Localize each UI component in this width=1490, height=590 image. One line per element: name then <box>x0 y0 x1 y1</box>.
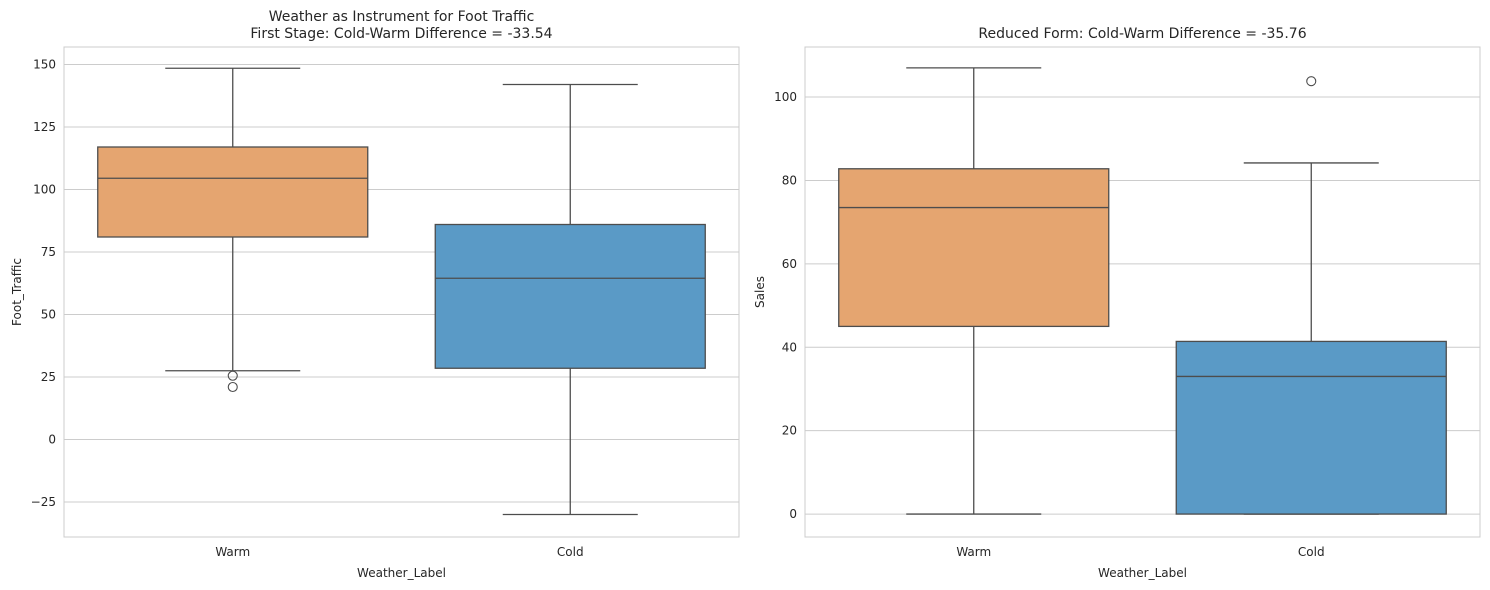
y-tick-label: 20 <box>782 424 797 438</box>
y-tick-label: 100 <box>33 183 56 197</box>
box-cold <box>1175 340 1447 515</box>
y-tick-label: 60 <box>782 257 797 271</box>
y-tick-label: 50 <box>41 308 56 322</box>
chart-foot-traffic: −25 0 25 50 75 100 125 150 Warm Cold Weather as In… <box>10 9 740 580</box>
y-tick-label: 40 <box>782 340 797 354</box>
box-cold <box>434 223 706 369</box>
chart-title: First Stage: Cold-Warm Difference = -33.… <box>250 26 552 42</box>
y-tick-label: 125 <box>33 120 56 134</box>
y-tick-label: −25 <box>31 495 56 509</box>
y-tick-label: 100 <box>774 90 797 104</box>
outlier-point <box>227 370 238 381</box>
y-tick-label: 0 <box>48 433 56 447</box>
y-axis-label: Foot_Traffic <box>10 258 24 326</box>
y-tick-label: 75 <box>41 245 56 259</box>
outlier-point <box>227 381 238 393</box>
chart-title: Weather as Instrument for Foot Traffic <box>269 9 535 25</box>
x-axis-label: Weather_Label <box>1098 566 1187 580</box>
y-tick-label: 80 <box>782 173 797 187</box>
box-warm <box>838 168 1110 328</box>
chart-sales: 0 20 40 60 80 100 Warm Cold Reduced Form: Cold-W… <box>753 26 1481 580</box>
plot-frame <box>804 46 1481 538</box>
outlier-point <box>1306 76 1317 87</box>
x-tick-label: Warm <box>956 545 991 559</box>
y-tick-label: 25 <box>41 370 56 384</box>
box-warm <box>97 146 369 238</box>
x-tick-label: Cold <box>1298 545 1325 559</box>
y-tick-label: 150 <box>33 58 56 72</box>
plot-frame <box>63 46 740 538</box>
x-tick-label: Warm <box>215 545 250 559</box>
y-tick-label: 0 <box>789 507 797 521</box>
y-axis-label: Sales <box>753 276 767 308</box>
chart-title: Reduced Form: Cold-Warm Difference = -35… <box>978 26 1306 42</box>
x-axis-label: Weather_Label <box>357 566 446 580</box>
x-tick-label: Cold <box>557 545 584 559</box>
